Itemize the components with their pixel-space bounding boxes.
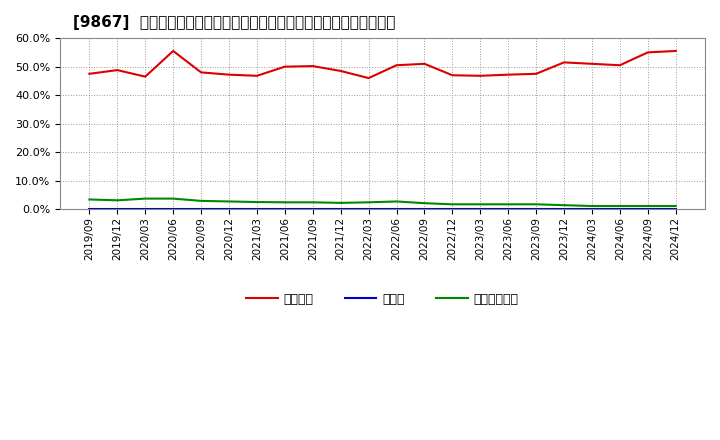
自己資本 (281, 64, 289, 70)
繰延税金資産 (253, 199, 261, 205)
繰延税金資産 (336, 200, 345, 205)
Line: 繰延税金資産: 繰延税金資産 (89, 198, 675, 206)
自己資本 (336, 68, 345, 73)
自己資本 (671, 48, 680, 54)
のれん (392, 207, 401, 212)
繰延税金資産 (113, 198, 122, 203)
自己資本 (476, 73, 485, 78)
繰延税金資産 (308, 200, 317, 205)
自己資本 (197, 70, 205, 75)
繰延税金資産 (169, 196, 178, 201)
繰延税金資産 (532, 202, 541, 207)
のれん (364, 207, 373, 212)
繰延税金資産 (476, 202, 485, 207)
繰延税金資産 (281, 200, 289, 205)
のれん (253, 207, 261, 212)
自己資本 (559, 60, 568, 65)
のれん (85, 207, 94, 212)
自己資本 (532, 71, 541, 77)
自己資本 (253, 73, 261, 78)
自己資本 (644, 50, 652, 55)
自己資本 (504, 72, 513, 77)
自己資本 (364, 75, 373, 81)
のれん (308, 207, 317, 212)
のれん (532, 207, 541, 212)
のれん (448, 207, 456, 212)
Text: [9867]  自己資本、のれん、繰延税金資産の総資産に対する比率の推移: [9867] 自己資本、のれん、繰延税金資産の総資産に対する比率の推移 (73, 15, 395, 30)
のれん (197, 207, 205, 212)
自己資本 (588, 61, 596, 66)
のれん (225, 207, 233, 212)
のれん (504, 207, 513, 212)
自己資本 (616, 62, 624, 68)
自己資本 (392, 62, 401, 68)
自己資本 (113, 67, 122, 73)
繰延税金資産 (225, 199, 233, 204)
のれん (644, 207, 652, 212)
繰延税金資産 (559, 202, 568, 208)
のれん (588, 207, 596, 212)
のれん (476, 207, 485, 212)
自己資本 (141, 74, 150, 79)
繰延税金資産 (448, 202, 456, 207)
のれん (559, 207, 568, 212)
繰延税金資産 (504, 202, 513, 207)
繰延税金資産 (644, 203, 652, 209)
Line: 自己資本: 自己資本 (89, 51, 675, 78)
のれん (169, 207, 178, 212)
繰延税金資産 (420, 201, 428, 206)
のれん (420, 207, 428, 212)
のれん (141, 207, 150, 212)
のれん (336, 207, 345, 212)
Legend: 自己資本, のれん, 繰延税金資産: 自己資本, のれん, 繰延税金資産 (241, 288, 523, 311)
のれん (671, 207, 680, 212)
繰延税金資産 (141, 196, 150, 201)
自己資本 (448, 73, 456, 78)
のれん (113, 207, 122, 212)
のれん (616, 207, 624, 212)
自己資本 (169, 48, 178, 54)
自己資本 (420, 61, 428, 66)
繰延税金資産 (197, 198, 205, 204)
繰延税金資産 (588, 203, 596, 209)
繰延税金資産 (616, 203, 624, 209)
繰延税金資産 (392, 199, 401, 204)
繰延税金資産 (85, 197, 94, 202)
自己資本 (225, 72, 233, 77)
繰延税金資産 (364, 200, 373, 205)
自己資本 (308, 63, 317, 69)
のれん (281, 207, 289, 212)
繰延税金資産 (671, 203, 680, 209)
自己資本 (85, 71, 94, 77)
